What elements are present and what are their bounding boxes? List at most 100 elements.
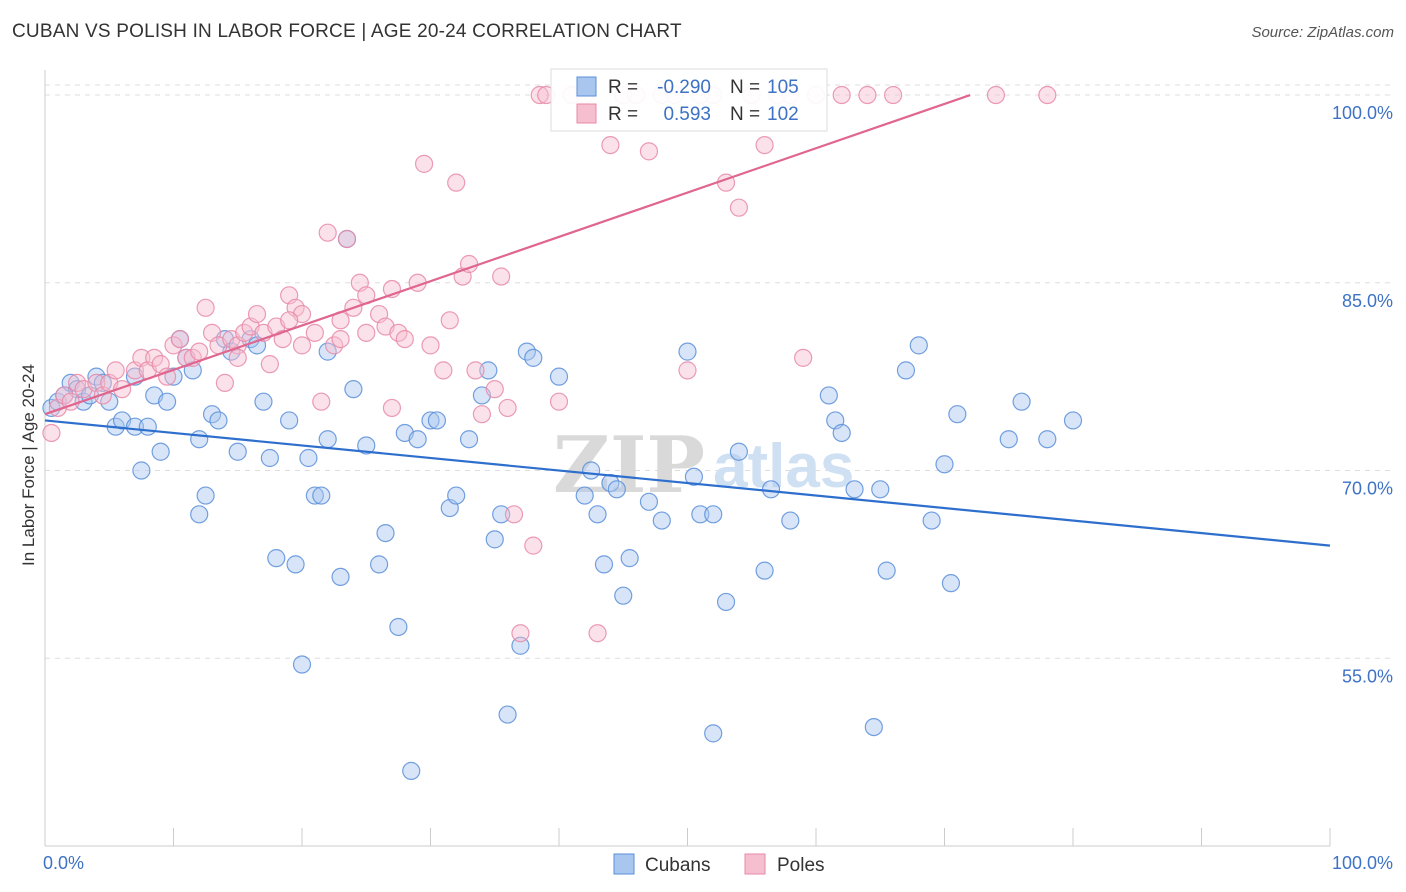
- source-label: Source: ZipAtlas.com: [1251, 24, 1394, 41]
- data-point: [832, 85, 851, 105]
- data-point: [215, 373, 234, 393]
- chart-title: CUBAN VS POLISH IN LABOR FORCE | AGE 20-…: [12, 21, 682, 42]
- data-point: [459, 430, 479, 449]
- data-point: [132, 461, 151, 480]
- data-point: [402, 761, 421, 781]
- data-point: [138, 417, 157, 436]
- data-point: [42, 423, 61, 443]
- data-point: [511, 624, 530, 643]
- data-point: [819, 386, 838, 405]
- data-point: [228, 348, 247, 367]
- legend-cubans-label: Cubans: [645, 855, 711, 876]
- data-point: [395, 329, 414, 349]
- data-point: [112, 380, 132, 399]
- data-point: [607, 480, 626, 499]
- data-point: [1038, 85, 1057, 105]
- data-point: [376, 523, 395, 543]
- legend-cubans-swatch: [613, 853, 635, 875]
- data-point: [292, 655, 312, 674]
- data-point: [549, 392, 569, 411]
- data-point: [254, 392, 273, 411]
- data-point: [678, 361, 697, 380]
- data-point: [845, 480, 864, 499]
- y-tick-label: 100.0%: [1332, 103, 1393, 123]
- data-point: [228, 442, 247, 461]
- data-point: [247, 304, 267, 324]
- data-point: [479, 361, 498, 380]
- n-label: N =: [730, 77, 760, 98]
- data-point: [794, 348, 813, 367]
- r-label: R =: [608, 77, 638, 98]
- data-point: [485, 380, 504, 399]
- data-point: [170, 329, 190, 349]
- data-point: [755, 135, 774, 155]
- data-point: [190, 505, 209, 524]
- cubans-points: [42, 229, 1083, 781]
- data-point: [729, 442, 749, 461]
- data-point: [909, 336, 928, 355]
- data-point: [318, 430, 337, 449]
- data-point: [357, 436, 376, 455]
- data-point: [344, 380, 363, 399]
- data-point: [440, 311, 459, 330]
- data-point: [421, 411, 440, 430]
- data-point: [196, 298, 215, 317]
- x-tick-label-min: 0.0%: [43, 853, 84, 873]
- data-point: [447, 486, 466, 505]
- data-point: [684, 467, 704, 486]
- r-value: 0.593: [663, 104, 711, 125]
- data-point: [498, 705, 517, 724]
- legend-poles-swatch: [744, 853, 766, 875]
- y-tick-label: 55.0%: [1342, 666, 1393, 686]
- data-point: [305, 323, 324, 342]
- cubans-trend-line: [44, 419, 1331, 547]
- data-point: [601, 135, 620, 155]
- data-point: [151, 442, 170, 461]
- data-point: [588, 505, 607, 524]
- data-point: [877, 561, 896, 580]
- legend-poles-label: Poles: [777, 855, 825, 876]
- data-point: [524, 348, 543, 367]
- data-point: [864, 717, 883, 737]
- bottom-legend: Cubans Poles: [613, 853, 825, 876]
- data-point: [639, 492, 659, 511]
- data-point: [157, 392, 177, 411]
- grid-lines: [45, 84, 1395, 659]
- pink-swatch: [576, 103, 597, 124]
- n-value: 105: [767, 77, 799, 98]
- data-point: [408, 430, 427, 449]
- data-point: [691, 505, 710, 524]
- data-point: [704, 505, 723, 524]
- data-point: [421, 336, 440, 355]
- data-point: [1038, 430, 1057, 449]
- data-point: [190, 342, 209, 361]
- data-point: [986, 85, 1006, 105]
- data-point: [716, 592, 736, 612]
- data-point: [389, 617, 408, 637]
- data-point: [755, 561, 774, 580]
- data-point: [504, 505, 524, 524]
- data-point: [729, 198, 749, 217]
- data-point: [125, 417, 145, 436]
- data-point: [620, 549, 639, 568]
- data-point: [357, 323, 376, 342]
- data-point: [883, 85, 903, 105]
- data-point: [492, 267, 511, 286]
- watermark-zip: ZIP: [553, 420, 705, 511]
- n-value: 102: [767, 104, 799, 125]
- data-point: [414, 154, 434, 173]
- data-point: [370, 555, 389, 574]
- data-point: [331, 567, 350, 587]
- data-point: [761, 480, 781, 499]
- data-point: [704, 724, 723, 743]
- r-value: -0.290: [657, 77, 711, 98]
- data-point: [1063, 411, 1083, 430]
- y-tick-label: 85.0%: [1342, 291, 1393, 311]
- data-point: [639, 142, 659, 161]
- data-point: [530, 85, 549, 105]
- data-point: [466, 361, 485, 380]
- data-point: [260, 448, 279, 468]
- n-label: N =: [730, 104, 760, 125]
- stats-legend: R = -0.290 N = 105 R = 0.593 N = 102: [550, 68, 828, 132]
